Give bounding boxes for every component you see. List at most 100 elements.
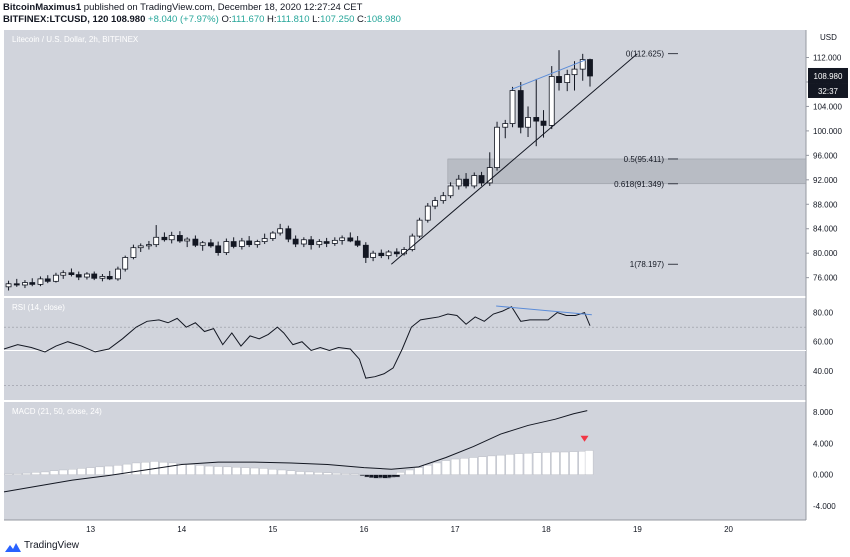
candle-body [316,241,323,246]
countdown-tag [808,83,848,98]
candle-body [254,241,261,246]
candle-body [525,117,531,128]
macd-histogram-bar [22,472,31,475]
price-tick-label: 104.000 [813,102,842,111]
publish-header: BitcoinMaximus1 published on TradingView… [0,0,850,28]
macd-histogram-bar [141,461,150,475]
candle-body [37,278,44,285]
last-price: 108.980 [111,14,146,25]
publish-info-line: BitcoinMaximus1 published on TradingView… [3,2,362,13]
macd-histogram-bar [542,452,551,475]
candle-body [238,240,245,247]
macd-histogram-bar [332,472,341,475]
macd-histogram-bar [391,474,401,478]
macd-histogram-bar [95,466,104,475]
author-name[interactable]: BitcoinMaximus1 [3,2,82,13]
macd-histogram-bar [423,465,432,475]
candle-body [22,282,28,286]
macd-histogram-bar [505,454,515,475]
tradingview-brand[interactable]: TradingView [24,540,80,551]
rsi-tick-label: 80.00 [813,309,834,318]
candle-body [370,252,377,258]
low-label: L: [312,14,321,25]
symbol-info-line: BITFINEX:LTCUSD, 120 108.980 +8.040 (+7.… [3,14,401,25]
candle-body [331,239,338,244]
price-tick-label: 76.000 [813,274,838,283]
time-tick-label: 17 [451,525,460,534]
candle-body [199,242,206,246]
macd-histogram-bar [186,464,196,475]
candle-body [146,244,152,247]
candle-body [246,240,253,246]
macd-histogram-bar [232,467,241,475]
macd-histogram-bar [277,469,287,475]
macd-histogram-bar [314,472,323,475]
close-value: 108.980 [366,14,401,25]
macd-histogram-bar [195,465,205,475]
candle-body [75,274,82,278]
macd-histogram-bar [104,465,114,475]
candle-body [192,238,199,246]
candle-body [292,238,299,245]
candle-body [416,219,423,237]
candle-body [571,68,578,76]
price-tick-label: 84.000 [813,225,838,234]
macd-histogram-bar [31,472,41,475]
publish-info-text: published on TradingView.com, December 1… [83,2,363,13]
candle-body [502,123,509,128]
ascending-support-line [391,53,638,265]
macd-tick-label: 8.000 [813,408,834,417]
macd-histogram-bar [514,453,524,475]
candle-body [60,272,67,276]
macd-histogram-bar [405,469,414,475]
candle-body [494,126,500,168]
macd-histogram-bar [469,457,478,475]
candle-body [478,175,485,184]
macd-histogram-bar [305,471,314,475]
candle-body [455,178,462,187]
candle-body [269,232,276,239]
macd-histogram-bar [113,465,123,475]
fib-level-label: 1(78.197) [630,260,665,269]
high-value: 111.810 [276,14,310,25]
candle-body [277,228,284,234]
chart-title: Litecoin / U.S. Dollar, 2h, BITFINEX [12,35,139,44]
chart-area[interactable]: 76.000 80.000 84.000 88.000 92.000 96.000 100.… [0,28,850,537]
candle-body [29,282,36,285]
time-tick-label: 16 [360,525,369,534]
macd-histogram-bar [49,470,59,475]
last-price-tag [808,67,848,84]
macd-histogram-bar [259,468,268,475]
macd-histogram-bar [159,461,168,475]
open-label: O: [221,14,232,25]
macd-tick-label: -4.000 [813,502,836,511]
candle-body [409,235,416,250]
candle-body [347,237,354,242]
macd-histogram-bar [168,462,177,475]
macd-histogram-bar [131,462,141,475]
fib-retracement-zone [447,158,807,185]
macd-histogram-bar [59,469,68,475]
macd-line [3,410,588,493]
macd-histogram-bar [286,470,296,475]
time-tick-label: 14 [177,525,186,534]
candle-body [184,238,191,242]
macd-histogram-bar [460,458,469,475]
candle-body [354,240,361,246]
macd-signal-marker [580,435,589,442]
candle-body [106,276,113,280]
candle-body [176,235,183,242]
candle-body [564,74,571,83]
macd-histogram-bar [223,466,232,475]
macd-histogram-bar [496,454,505,475]
candle-body [540,120,547,126]
time-tick-label: 19 [633,525,642,534]
candle-body [393,251,400,255]
candle-body [432,200,438,207]
candle-body [137,245,144,249]
macd-histogram-bar [523,452,533,475]
candle-body [53,274,59,282]
candle-body [84,273,90,278]
candle-body [587,59,593,77]
macd-histogram-bar [295,471,305,475]
